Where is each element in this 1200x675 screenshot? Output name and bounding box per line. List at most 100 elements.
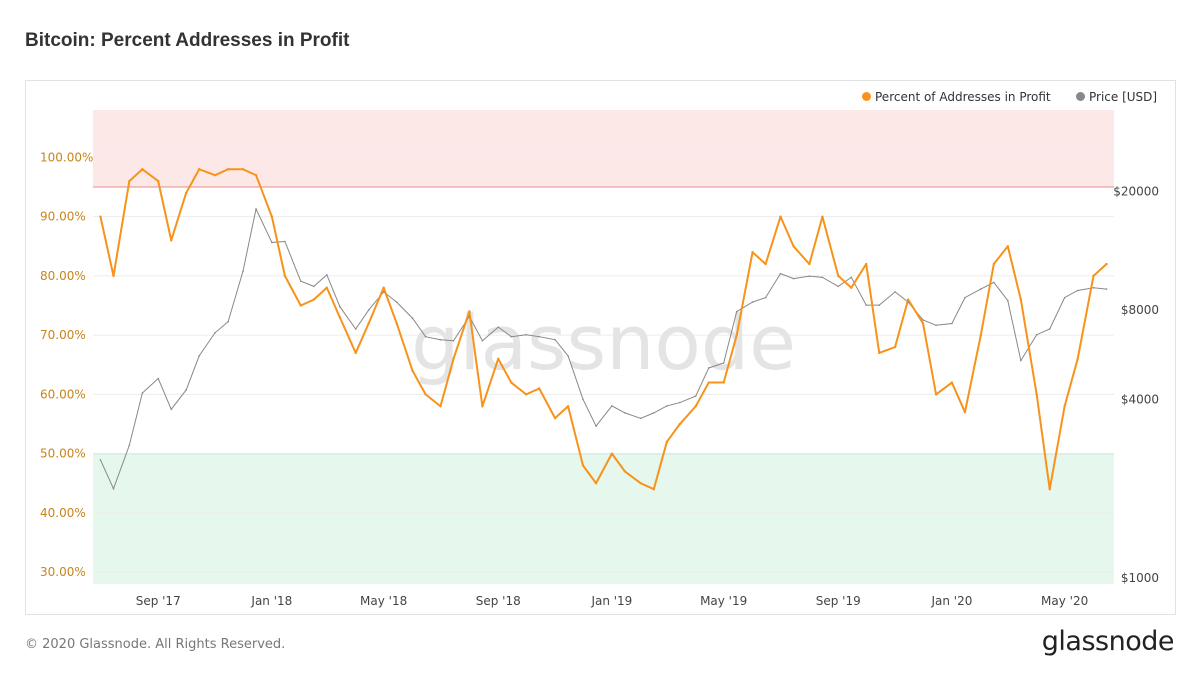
price-point [326,274,328,276]
price-point [935,324,937,327]
percent-point [764,262,767,266]
percent-point [213,173,217,177]
percent-point [722,381,725,384]
x-tick-label: May '19 [700,594,747,608]
price-point [452,339,455,342]
percent-point [99,215,102,218]
price-point [611,405,613,407]
price-point [554,338,556,341]
percent-point [950,381,954,384]
percent-point [325,286,329,289]
percent-point [893,345,897,349]
percent-point [524,393,528,396]
percent-point [1092,274,1095,278]
percent-point [850,286,853,289]
percent-point [792,245,795,248]
percent-point [338,316,342,319]
price-point [779,272,782,275]
percent-point [170,239,173,242]
price-point [468,315,471,318]
price-point [735,310,738,313]
percent-point [623,470,627,473]
price-point [141,392,144,394]
price-point [1063,296,1066,299]
y-left-tick-label: 60.00% [40,387,86,401]
price-point [339,305,341,308]
percent-point [157,179,160,183]
price-point [595,425,597,427]
price-point [951,322,953,325]
y-right-tick-label: $8000 [1121,303,1159,317]
percent-point [678,422,682,426]
price-point [808,275,811,277]
zone-band [93,453,1114,584]
y-left-tick-label: 90.00% [40,210,86,224]
price-point [707,367,710,369]
page-title: Bitcoin: Percent Addresses in Profit [25,30,350,51]
percent-point [694,405,697,408]
percent-point [312,298,315,301]
x-tick-label: May '18 [360,594,407,608]
chart-container: 30.00% 40.00% 50.00% 60.00% 70.00% 80.00% 90.0… [25,80,1176,615]
percent-point [354,351,357,355]
percent-point [779,215,782,218]
percent-point [299,304,302,307]
legend-dot-icon [862,92,871,101]
percent-point [1048,488,1051,491]
percent-point [241,168,245,171]
price-point [964,296,966,299]
percent-point [934,393,938,396]
percent-point [538,387,541,390]
legend-item-price[interactable]: Price [USD] [1076,90,1157,104]
percent-point [468,310,471,313]
y-left-tick-label: 40.00% [40,506,86,520]
percent-point [141,168,144,171]
percent-point [1035,393,1038,396]
price-point [170,408,173,411]
x-tick-label: May '20 [1041,594,1088,608]
price-point [525,333,527,336]
percent-point [979,333,982,337]
percent-point [395,322,398,325]
percent-point [639,482,642,485]
price-point [112,487,115,490]
price-point [567,355,569,357]
price-point [367,309,370,311]
percent-in-profit-line [99,168,1108,491]
legend-item-percent[interactable]: Percent of Addresses in Profit [862,90,1051,104]
price-point [481,339,484,342]
price-point [865,304,868,306]
percent-point [566,405,570,408]
percent-point [510,381,513,384]
price-point [411,317,414,320]
price-point [993,281,995,284]
price-point [907,301,909,303]
price-point [1007,299,1009,302]
percent-point [382,286,385,289]
percent-point [184,191,188,195]
price-point [1092,286,1095,289]
price-point [299,280,302,282]
price-point [198,355,200,357]
percent-point [594,482,598,485]
price-point [792,277,795,280]
price-point [850,276,853,279]
price-point [821,276,824,279]
percent-point [906,298,910,301]
price-point [979,288,982,290]
x-tick-label: Jan '18 [250,594,292,608]
percent-point [1019,298,1023,301]
price-point [354,328,357,330]
y-right-tick-label: $1000 [1121,571,1159,585]
percent-point [452,357,455,361]
y-left-tick-label: 50.00% [40,447,86,461]
x-tick-label: Sep '17 [136,594,181,608]
percent-point [226,168,230,171]
price-point [255,208,257,210]
percent-point [439,405,442,408]
percent-point [197,168,201,171]
glassnode-logo[interactable]: glassnode [1041,626,1175,657]
y-right-tick-label: $20000 [1113,185,1159,199]
price-point [624,412,626,414]
price-point [1035,333,1038,336]
